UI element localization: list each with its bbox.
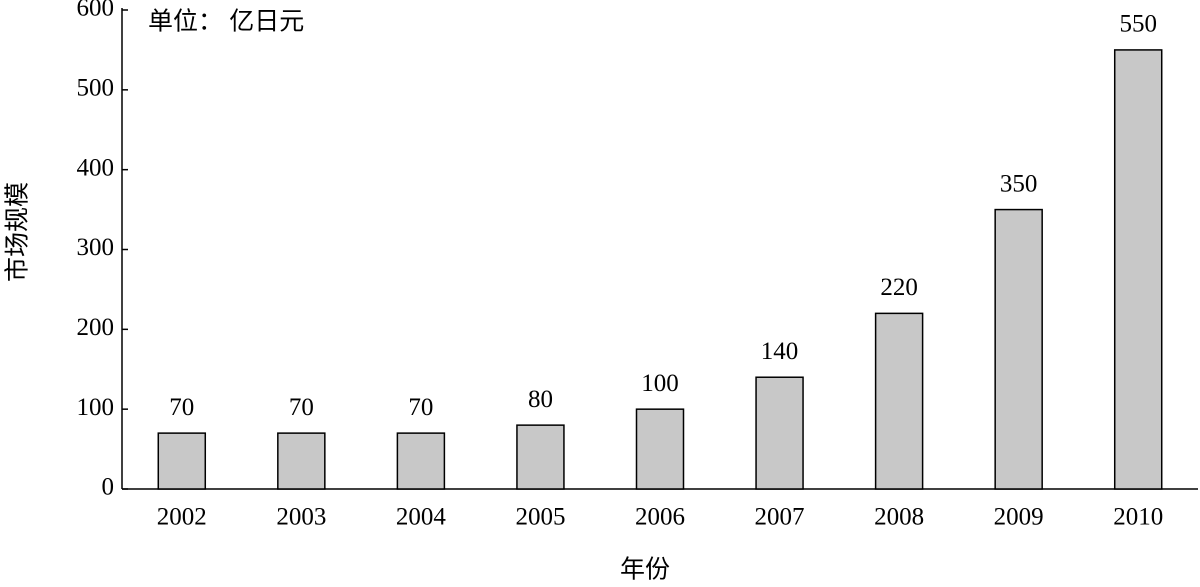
x-tick-label: 2005 [515,504,565,531]
y-axis-label: 市场规模 [4,182,32,282]
x-axis-label: 年份 [620,556,670,584]
bar [994,208,1043,490]
bar [157,432,207,490]
bar [396,432,446,490]
bar [516,424,565,490]
bar [755,376,804,490]
data-label: 550 [1119,11,1157,38]
y-tick-label: 500 [77,75,115,102]
x-tick-label: 2003 [276,504,326,531]
x-tick-label: 2007 [755,504,805,531]
y-tick-label: 400 [77,154,115,181]
y-tick-label: 300 [77,234,115,261]
x-tick-label: 2002 [157,504,207,531]
data-label: 70 [289,394,314,421]
bar [277,432,326,490]
bar [1113,49,1163,490]
y-tick-label: 600 [77,0,115,22]
data-label: 350 [1000,170,1038,197]
bar [874,312,924,490]
x-tick-label: 2010 [1113,504,1163,531]
annotation: 单位： 亿日元 [148,8,304,36]
y-tick-label: 200 [77,314,115,341]
x-tick-label: 2009 [994,504,1044,531]
data-label: 70 [408,394,433,421]
data-label: 100 [641,370,679,397]
y-tick-label: 100 [77,394,115,421]
x-tick-label: 2004 [396,504,447,531]
bar [635,408,685,490]
x-tick-label: 2008 [874,504,924,531]
x-tick-label: 2006 [635,504,685,531]
data-label: 70 [169,394,194,421]
data-label: 220 [880,274,918,301]
data-label: 140 [761,338,799,365]
data-label: 80 [528,386,553,413]
y-tick-label: 0 [102,474,115,501]
